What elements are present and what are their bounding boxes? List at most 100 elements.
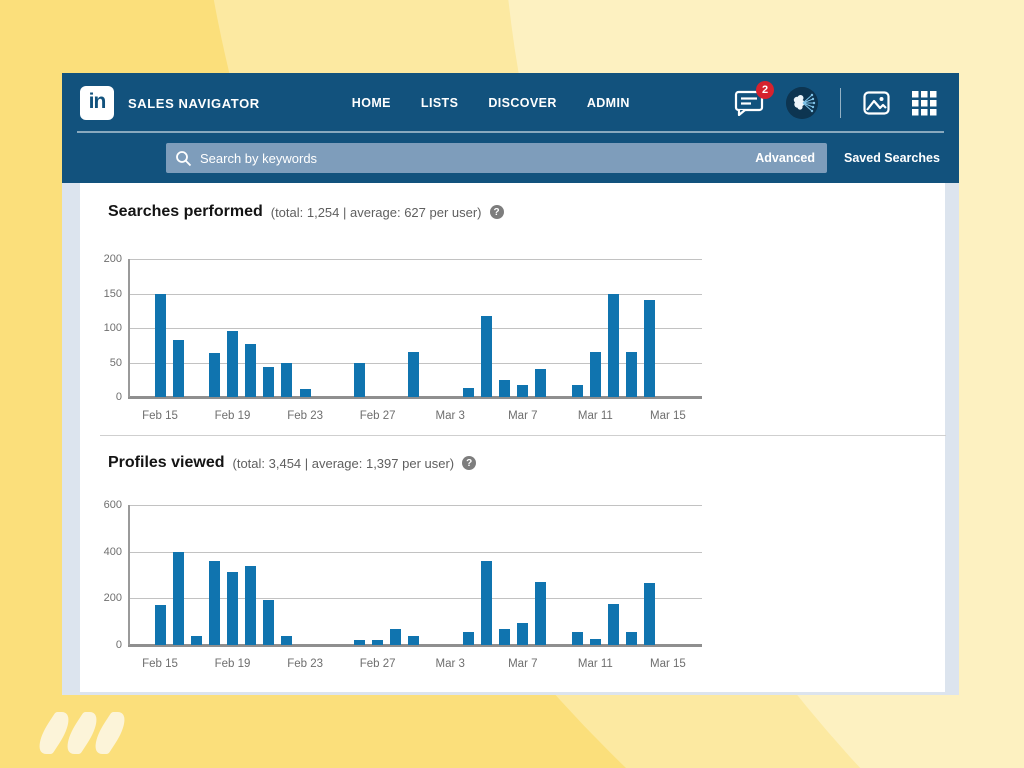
x-tick-label: Mar 11	[577, 410, 613, 422]
x-tick-label: Mar 15	[650, 410, 686, 422]
y-tick-label: 100	[103, 322, 122, 334]
y-tick-label: 50	[109, 356, 122, 369]
nav-divider-line	[840, 88, 841, 118]
bar-feb-16	[172, 551, 184, 645]
bar-feb-19	[227, 331, 239, 397]
bar-feb-26	[354, 640, 366, 645]
x-tick-label: Feb 19	[214, 658, 251, 670]
bar-mar-11	[589, 352, 601, 397]
gridline-200	[128, 259, 702, 260]
y-tick-label: 600	[103, 499, 122, 511]
x-tick-label: Mar 15	[650, 658, 686, 670]
y-tick-label: 0	[115, 391, 122, 403]
app-window: in SALES NAVIGATOR HOME LISTS DISCOVER A…	[62, 73, 959, 695]
gridline-0	[128, 644, 702, 647]
y-axis-line	[128, 259, 130, 397]
bar-feb-20	[245, 565, 257, 645]
brand-title: SALES NAVIGATOR	[128, 95, 260, 111]
x-tick-label: Mar 7	[508, 658, 538, 670]
x-tick-label: Feb 19	[214, 410, 251, 422]
bar-feb-18	[208, 352, 220, 397]
nav-item-home[interactable]: HOME	[351, 96, 391, 110]
usage-report-card: Searches performed (total: 1,254 | avera…	[80, 183, 946, 692]
chart2-subtitle: (total: 3,454 | average: 1,397 per user)	[232, 455, 455, 471]
notification-badge[interactable]: 2	[756, 81, 774, 99]
bar-feb-27	[372, 640, 384, 645]
help-icon[interactable]: ?	[489, 205, 504, 219]
search-input[interactable]: Search by keywords Advanced	[166, 143, 827, 173]
gridline-0	[128, 396, 702, 399]
bar-feb-15	[154, 605, 166, 645]
search-icon	[176, 150, 192, 166]
app-grid-icon[interactable]	[912, 90, 937, 116]
gridline-100	[128, 328, 702, 329]
gridline-50	[128, 362, 702, 364]
bar-mar-10	[571, 632, 583, 645]
bar-feb-21	[263, 367, 275, 397]
bar-mar-11	[589, 639, 601, 645]
bar-feb-22	[281, 363, 293, 397]
bar-mar-6	[499, 379, 511, 397]
bar-mar-7	[517, 384, 529, 397]
x-tick-label: Feb 15	[142, 658, 178, 670]
search-placeholder: Search by keywords	[200, 150, 318, 166]
gridline-200	[128, 598, 702, 600]
profiles-viewed-chart: 0 200 400 600 Feb 15 Feb 19 Feb 23 Feb 27 Mar 3 M…	[80, 183, 945, 692]
bar-feb-15	[154, 293, 166, 397]
chart2-title: Profiles viewed	[108, 454, 225, 471]
nav-item-discover[interactable]: DISCOVER	[488, 96, 557, 110]
bar-feb-28	[390, 628, 402, 645]
bar-mar-14	[644, 583, 656, 645]
saved-searches-button[interactable]: Saved Searches	[844, 151, 940, 165]
gridline-400	[128, 551, 702, 553]
nav-bottom-divider	[77, 131, 944, 133]
bar-feb-21	[263, 599, 275, 645]
x-tick-label: Feb 23	[287, 410, 324, 422]
x-tick-label: Feb 27	[359, 410, 396, 422]
y-tick-label: 200	[103, 253, 122, 265]
x-tick-label: Mar 3	[435, 410, 465, 422]
bar-mar-1	[408, 352, 420, 397]
message-bubble-icon	[734, 90, 764, 117]
advanced-search-button[interactable]: Advanced	[755, 151, 815, 165]
bar-mar-4	[462, 632, 474, 645]
y-tick-label: 150	[103, 287, 122, 300]
bar-feb-17	[190, 635, 202, 645]
bar-mar-14	[644, 300, 656, 397]
section-divider	[100, 435, 946, 436]
bar-mar-8	[535, 582, 547, 645]
media-image-icon[interactable]	[863, 91, 890, 115]
messages-button[interactable]: 2	[734, 81, 774, 117]
x-tick-label: Feb 15	[142, 410, 178, 422]
bar-feb-20	[245, 343, 257, 397]
y-tick-label: 0	[115, 639, 122, 651]
bar-mar-13	[626, 352, 638, 397]
nav-item-lists[interactable]: LISTS	[420, 96, 459, 110]
search-bar-row: Search by keywords Advanced Saved Search…	[62, 133, 959, 183]
x-tick-label: Feb 23	[287, 658, 324, 670]
bar-mar-13	[626, 632, 638, 645]
bar-mar-7	[517, 622, 529, 645]
bar-feb-22	[281, 635, 293, 645]
x-tick-label: Feb 27	[359, 658, 396, 670]
y-axis-line	[128, 505, 130, 645]
bar-feb-16	[172, 339, 184, 397]
bar-feb-18	[208, 561, 220, 645]
gridline-150	[128, 293, 702, 295]
linkedin-logo-icon[interactable]: in	[80, 86, 114, 120]
bar-feb-26	[354, 363, 366, 397]
bar-mar-10	[571, 384, 583, 397]
chart1-title: Searches performed	[108, 203, 263, 220]
bar-mar-4	[462, 388, 474, 397]
nav-item-admin[interactable]: ADMIN	[586, 96, 630, 110]
bar-mar-12	[608, 604, 619, 645]
brand-stripes-logo	[28, 710, 150, 756]
gridline-600	[128, 505, 702, 506]
help-icon[interactable]: ?	[462, 456, 477, 470]
x-tick-label: Mar 11	[577, 658, 613, 670]
page-body: Searches performed (total: 1,254 | avera…	[62, 183, 959, 695]
bar-mar-8	[535, 369, 547, 397]
y-tick-label: 200	[103, 592, 122, 605]
avatar[interactable]	[786, 87, 818, 119]
x-tick-label: Mar 7	[508, 410, 538, 422]
